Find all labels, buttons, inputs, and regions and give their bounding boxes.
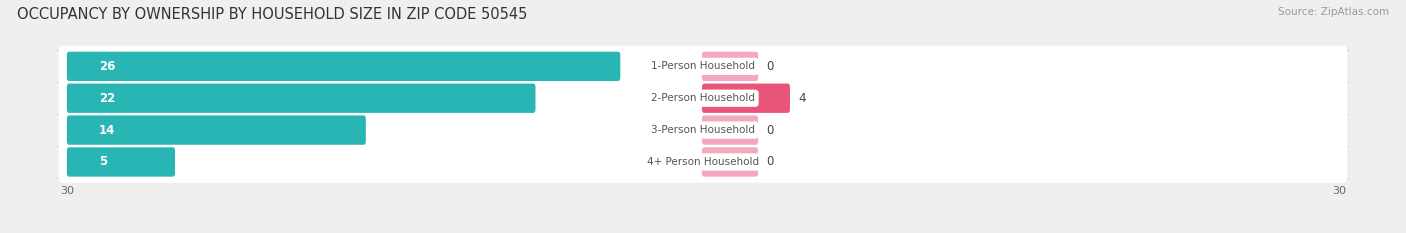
Text: 0: 0 [766, 123, 773, 137]
FancyBboxPatch shape [67, 147, 174, 177]
Text: 14: 14 [98, 123, 115, 137]
FancyBboxPatch shape [702, 84, 790, 113]
Text: 0: 0 [766, 155, 773, 168]
Text: 4+ Person Household: 4+ Person Household [647, 157, 759, 167]
FancyBboxPatch shape [67, 115, 366, 145]
FancyBboxPatch shape [702, 115, 758, 145]
Text: 3-Person Household: 3-Person Household [651, 125, 755, 135]
FancyBboxPatch shape [59, 141, 1347, 183]
Text: 26: 26 [98, 60, 115, 73]
Text: 1-Person Household: 1-Person Household [651, 61, 755, 71]
FancyBboxPatch shape [702, 147, 758, 177]
FancyBboxPatch shape [702, 52, 758, 81]
Text: 2-Person Household: 2-Person Household [651, 93, 755, 103]
Text: 5: 5 [98, 155, 107, 168]
Text: 0: 0 [766, 60, 773, 73]
Text: OCCUPANCY BY OWNERSHIP BY HOUSEHOLD SIZE IN ZIP CODE 50545: OCCUPANCY BY OWNERSHIP BY HOUSEHOLD SIZE… [17, 7, 527, 22]
FancyBboxPatch shape [59, 109, 1347, 151]
Text: 4: 4 [799, 92, 806, 105]
Text: 22: 22 [98, 92, 115, 105]
FancyBboxPatch shape [67, 52, 620, 81]
Legend: Owner-occupied, Renter-occupied: Owner-occupied, Renter-occupied [586, 231, 820, 233]
FancyBboxPatch shape [59, 78, 1347, 119]
FancyBboxPatch shape [67, 84, 536, 113]
FancyBboxPatch shape [59, 46, 1347, 87]
Text: Source: ZipAtlas.com: Source: ZipAtlas.com [1278, 7, 1389, 17]
